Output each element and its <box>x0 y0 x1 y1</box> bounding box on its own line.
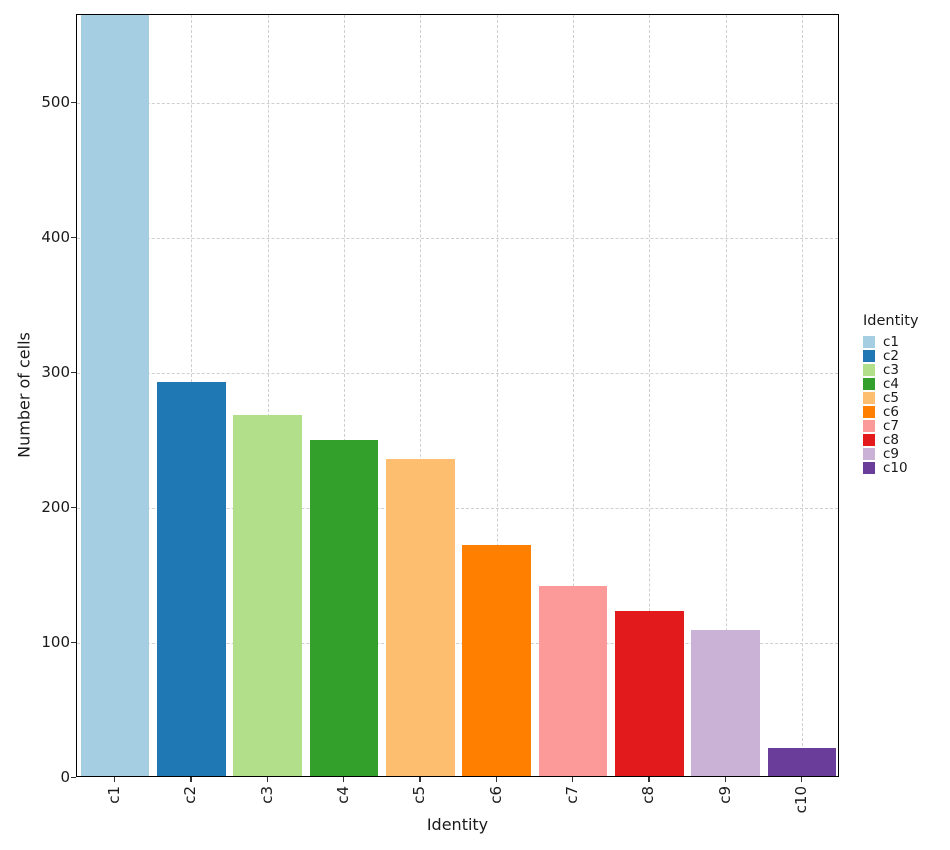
legend-label: c4 <box>883 376 900 392</box>
legend-item-c8: c8 <box>863 433 919 447</box>
x-axis-title: Identity <box>426 815 489 834</box>
x-tick-mark <box>571 777 574 782</box>
legend-label: c6 <box>883 404 900 420</box>
y-tick-mark <box>71 641 76 644</box>
legend: Identity c1 c2 c3 c4 c5 c6 c7 c8 c9 c10 <box>863 313 919 475</box>
bar-c9 <box>691 630 760 776</box>
y-tick-label: 200 <box>41 497 70 516</box>
legend-swatch <box>863 434 875 446</box>
legend-swatch <box>863 350 875 362</box>
legend-items: c1 c2 c3 c4 c5 c6 c7 c8 c9 c10 <box>863 335 919 475</box>
x-tick-mark <box>648 777 650 782</box>
legend-label: c8 <box>883 432 900 448</box>
legend-label: c9 <box>883 446 900 462</box>
x-tick-label: c3 <box>257 786 276 804</box>
bar-c10 <box>767 747 837 776</box>
x-tick-mark <box>266 777 269 782</box>
y-tick-label: 400 <box>41 227 70 246</box>
gridline-vertical <box>420 15 422 776</box>
x-tick-mark <box>724 777 726 782</box>
y-tick-label: 0 <box>60 768 70 786</box>
x-tick-mark <box>114 777 116 782</box>
x-tick-label: c8 <box>639 786 658 804</box>
y-tick-label: 500 <box>41 92 70 111</box>
legend-item-c2: c2 <box>863 349 919 363</box>
legend-swatch <box>863 448 875 460</box>
legend-label: c5 <box>883 390 900 406</box>
y-tick-mark <box>71 371 76 374</box>
gridline-vertical <box>344 15 346 776</box>
y-tick-mark <box>71 101 76 104</box>
y-tick-label: 100 <box>41 632 70 651</box>
gridline-horizontal <box>77 642 838 644</box>
x-tick-label: c6 <box>486 786 505 804</box>
gridline-vertical <box>572 15 574 776</box>
gridline-vertical <box>496 15 498 776</box>
legend-item-c10: c10 <box>863 461 919 475</box>
legend-title: Identity <box>863 313 919 329</box>
legend-item-c1: c1 <box>863 335 919 349</box>
x-tick-label: c2 <box>181 786 200 804</box>
x-tick-label: c7 <box>562 786 581 804</box>
bar-c3 <box>233 415 303 776</box>
gridline-horizontal <box>77 237 838 239</box>
legend-label: c3 <box>883 362 900 378</box>
gridline-vertical <box>725 15 727 776</box>
legend-swatch <box>863 462 875 474</box>
bar-c4 <box>309 439 379 776</box>
x-tick-mark <box>419 777 421 782</box>
legend-item-c4: c4 <box>863 377 919 391</box>
legend-label: c1 <box>883 334 900 350</box>
plot-panel <box>76 14 839 777</box>
gridline-vertical <box>267 15 269 776</box>
legend-swatch <box>863 420 875 432</box>
legend-item-c9: c9 <box>863 447 919 461</box>
x-tick-mark <box>343 777 345 782</box>
y-tick-mark <box>71 236 76 239</box>
bar-c2 <box>157 381 226 776</box>
bar-c8 <box>614 611 684 776</box>
bar-c5 <box>386 458 455 776</box>
legend-item-c5: c5 <box>863 391 919 405</box>
y-tick-label: 300 <box>41 362 70 381</box>
x-tick-label: c10 <box>791 786 810 814</box>
gridline-horizontal <box>77 507 838 509</box>
gridline-vertical <box>801 15 803 776</box>
x-tick-label: c5 <box>410 786 429 804</box>
legend-label: c2 <box>883 348 900 364</box>
legend-item-c6: c6 <box>863 405 919 419</box>
legend-item-c7: c7 <box>863 419 919 433</box>
legend-item-c3: c3 <box>863 363 919 377</box>
gridline-horizontal <box>77 372 838 374</box>
legend-swatch <box>863 336 875 348</box>
y-tick-mark <box>71 777 76 779</box>
y-axis-title: Number of cells <box>14 332 34 458</box>
legend-label: c10 <box>883 460 908 476</box>
x-tick-label: c4 <box>334 786 353 804</box>
gridline-vertical <box>649 15 651 776</box>
x-tick-mark <box>190 777 192 782</box>
legend-swatch <box>863 378 875 390</box>
bar-c7 <box>538 585 608 776</box>
x-tick-label: c9 <box>715 786 734 804</box>
legend-swatch <box>863 364 875 376</box>
legend-swatch <box>863 392 875 404</box>
gridline-horizontal <box>77 102 838 104</box>
y-tick-mark <box>71 506 76 509</box>
legend-swatch <box>863 406 875 418</box>
x-tick-mark <box>495 777 497 782</box>
legend-label: c7 <box>883 418 900 434</box>
bar-c1 <box>80 15 150 776</box>
x-tick-mark <box>800 777 803 782</box>
bar-c6 <box>462 545 531 776</box>
x-tick-label: c1 <box>105 786 124 804</box>
